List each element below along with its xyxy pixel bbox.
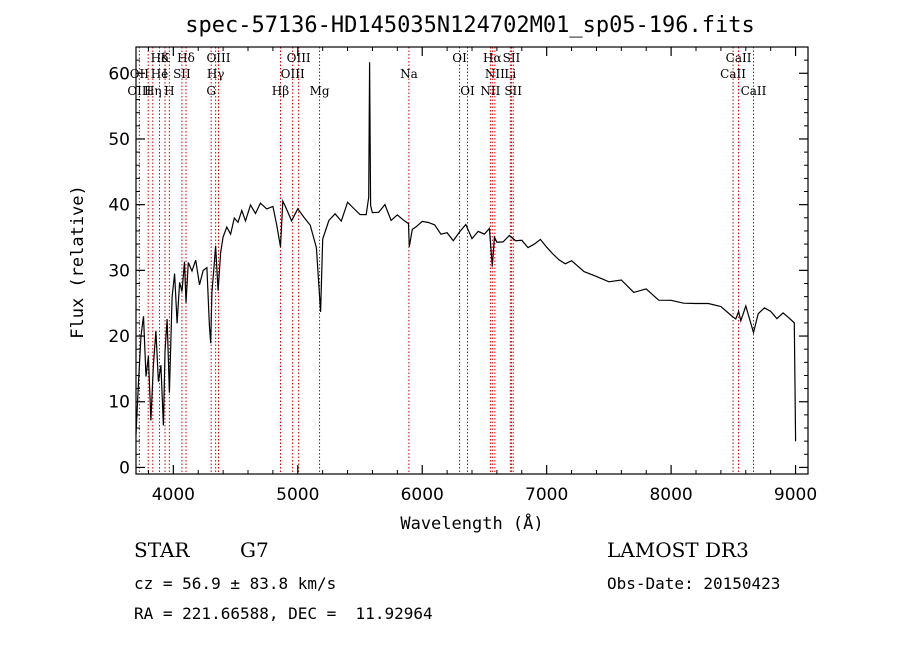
line-label: CaII [726, 51, 752, 65]
x-tick-label: 7000 [525, 485, 568, 505]
line-label: OI [460, 84, 475, 98]
y-tick-label: 10 [108, 393, 130, 413]
line-label: Hη [144, 84, 162, 98]
obs-date: Obs-Date: 20150423 [607, 574, 781, 593]
y-tick-label: 50 [108, 130, 130, 150]
line-marker-group [138, 47, 754, 474]
chart-title: spec-57136-HD145035N124702M01_sp05-196.f… [185, 13, 755, 38]
y-axis-ticks: 0 10 20 30 40 50 60 [108, 59, 808, 478]
line-label: Hα [483, 51, 502, 65]
line-label: OIII [127, 84, 151, 98]
survey-name: LAMOST DR3 [607, 538, 749, 562]
line-label: G [206, 84, 216, 98]
line-label: CaII [741, 84, 767, 98]
line-label: Hδ [151, 51, 169, 65]
line-label: I [163, 67, 168, 81]
y-tick-label: 40 [108, 196, 130, 216]
y-tick-label: 0 [119, 458, 130, 478]
spectrum-chart: spec-57136-HD145035N124702M01_sp05-196.f… [68, 13, 817, 534]
plot-frame [135, 46, 809, 475]
line-label: OII [130, 67, 150, 81]
x-tick-label: 5000 [276, 485, 319, 505]
line-label: Hβ [272, 84, 289, 98]
y-tick-label: 30 [108, 261, 130, 281]
x-tick-label: 8000 [649, 485, 692, 505]
line-label: He [151, 67, 169, 81]
spectrum-line [135, 62, 797, 442]
line-label: NII [485, 67, 505, 81]
line-label: Na [400, 67, 418, 81]
line-label: Hδ [177, 51, 195, 65]
line-label: Hγ [207, 67, 225, 81]
object-class: STAR [134, 538, 190, 562]
x-tick-label: 4000 [152, 485, 195, 505]
object-subclass: G7 [240, 538, 269, 562]
x-tick-label: 6000 [401, 485, 444, 505]
line-label: SII [503, 51, 521, 65]
x-axis-label: Wavelength (Å) [400, 512, 543, 534]
line-label: K [161, 51, 171, 65]
x-axis-ticks: 4000 5000 6000 7000 8000 9000 [147, 47, 817, 505]
line-label: Li [504, 67, 516, 81]
redshift-cz: cz = 56.9 ± 83.8 km/s [134, 574, 337, 593]
line-label: OIII [287, 51, 311, 65]
y-tick-label: 60 [108, 64, 130, 84]
line-label: SII [504, 84, 522, 98]
coordinates: RA = 221.66588, DEC = 11.92964 [134, 604, 433, 623]
line-label: SII [173, 67, 191, 81]
line-label: OI [452, 51, 467, 65]
x-tick-label: 9000 [774, 485, 817, 505]
line-label: OIII [281, 67, 305, 81]
line-label: Mg [310, 84, 330, 98]
line-label: OIII [206, 51, 230, 65]
line-label: NII [480, 84, 500, 98]
line-label: H [164, 84, 174, 98]
line-label: CaII [720, 67, 746, 81]
y-axis-label: Flux (relative) [68, 185, 88, 339]
y-tick-label: 20 [108, 327, 130, 347]
